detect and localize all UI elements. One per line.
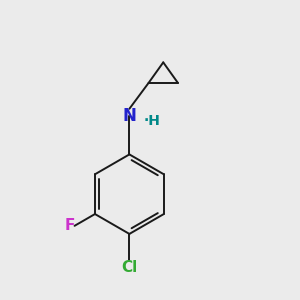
Text: F: F: [65, 218, 75, 233]
Text: ·H: ·H: [144, 114, 161, 128]
Text: N: N: [122, 107, 136, 125]
Text: Cl: Cl: [121, 260, 137, 275]
